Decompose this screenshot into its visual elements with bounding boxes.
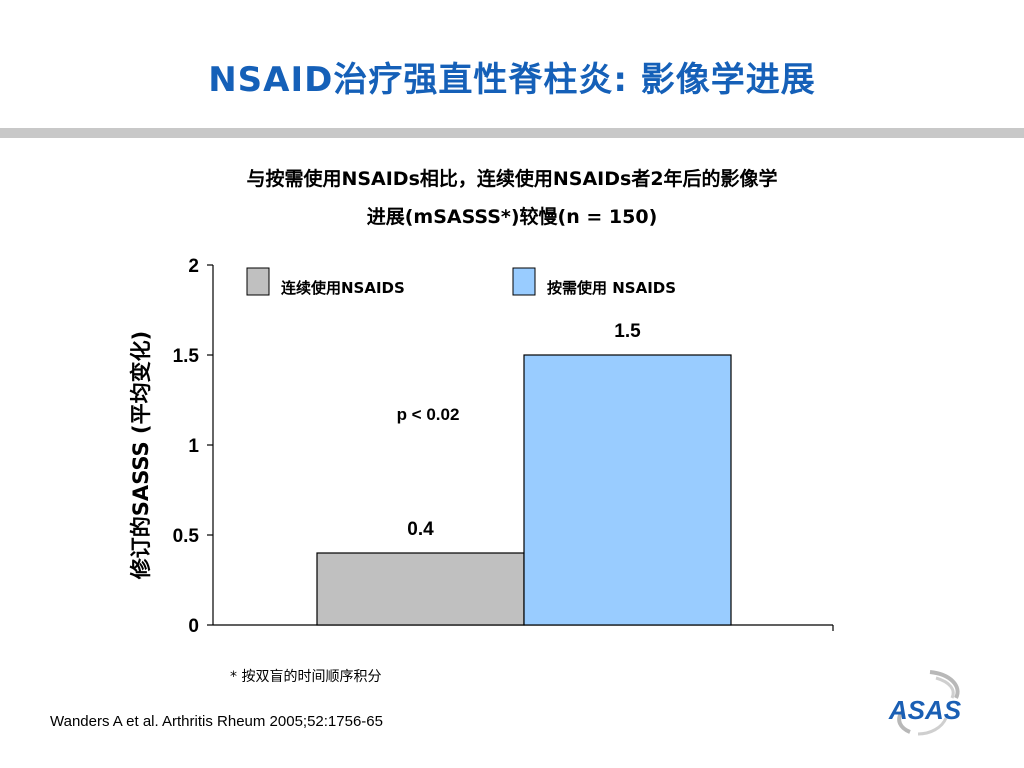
title-divider: [0, 128, 1024, 138]
legend-label: 按需使用 NSAIDS: [547, 279, 676, 297]
citation: Wanders A et al. Arthritis Rheum 2005;52…: [50, 713, 383, 730]
data-label: 0.4: [407, 519, 434, 540]
subtitle-line-1: 与按需使用NSAIDs相比，连续使用NSAIDs者2年后的影像学: [246, 168, 778, 190]
slide-title: NSAID治疗强直性脊柱炎: 影像学进展: [208, 60, 816, 100]
asas-logo: ASAS: [888, 670, 962, 736]
y-tick-label: 2: [188, 256, 199, 277]
legend-swatch: [246, 267, 270, 296]
legend-swatch: [512, 267, 536, 296]
footnote: * 按双盲的时间顺序积分: [230, 669, 382, 685]
asas-logo-text: ASAS: [888, 695, 962, 725]
legend-label: 连续使用NSAIDS: [281, 279, 405, 297]
bar: [523, 354, 732, 626]
y-tick-label: 0: [188, 616, 199, 637]
y-axis-title: 修订的SASSS (平均变化): [129, 331, 153, 580]
y-tick-label: 1: [188, 436, 199, 457]
data-label: 1.5: [614, 321, 641, 342]
chart-subtitle: 与按需使用NSAIDs相比，连续使用NSAIDs者2年后的影像学 进展(mSAS…: [0, 160, 1024, 236]
p-value-annotation: p < 0.02: [397, 405, 460, 424]
subtitle-line-2: 进展(mSASSS*)较慢(n = 150): [366, 206, 658, 228]
asas-logo-swirl-icon: [897, 670, 960, 736]
y-tick-label: 0.5: [173, 526, 200, 547]
y-tick-label: 1.5: [173, 346, 200, 367]
bar: [316, 552, 525, 626]
